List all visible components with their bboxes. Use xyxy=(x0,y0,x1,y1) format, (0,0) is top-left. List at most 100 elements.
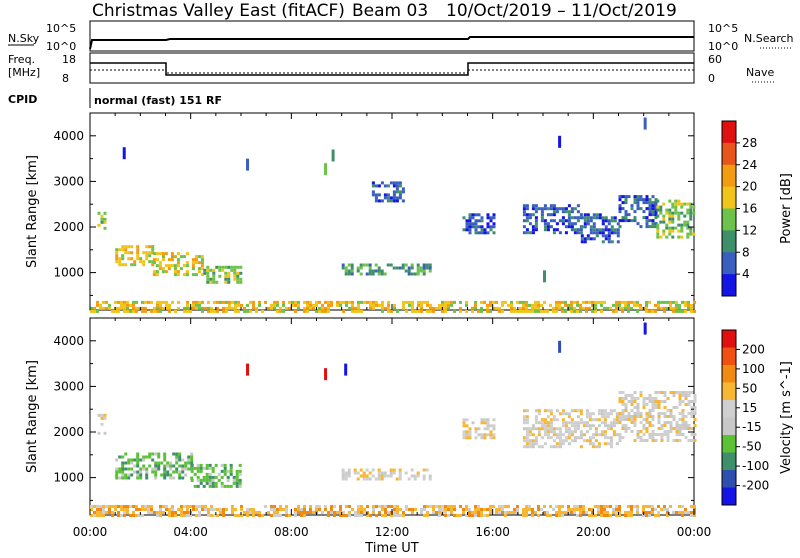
echo-cell xyxy=(155,270,159,274)
echo-cell xyxy=(549,303,552,307)
echo-cell xyxy=(227,271,231,275)
echo-cell xyxy=(579,418,583,422)
echo-cell xyxy=(615,505,618,508)
echo-cell xyxy=(525,300,528,304)
echo-cell xyxy=(362,471,366,475)
echo-cell xyxy=(693,309,696,313)
echo-cell xyxy=(621,306,624,310)
echo-cell xyxy=(416,269,420,273)
echo-cell xyxy=(633,415,637,418)
echo-cell xyxy=(558,511,561,514)
echo-cell xyxy=(567,505,570,508)
echo-cell xyxy=(671,211,675,215)
echo-cell xyxy=(561,418,565,422)
echo-cell xyxy=(365,474,369,478)
echo-cell xyxy=(583,219,587,223)
echo-cell xyxy=(552,228,556,232)
echo-cell xyxy=(570,303,573,307)
echo-cell xyxy=(422,272,426,276)
echo-cell xyxy=(531,303,534,307)
echo-cell xyxy=(303,309,306,313)
echo-cell xyxy=(480,300,483,304)
echo-cell xyxy=(96,514,99,517)
echo-cell xyxy=(130,251,134,255)
echo-cell xyxy=(342,511,345,514)
echo-cell xyxy=(154,470,158,474)
echo-cell xyxy=(155,258,159,262)
echo-cell xyxy=(522,219,526,223)
echo-cell xyxy=(684,508,687,511)
echo-cell xyxy=(395,181,399,185)
echo-cell xyxy=(99,303,102,307)
echo-cell xyxy=(654,210,658,214)
echo-cell xyxy=(657,433,661,436)
echo-cell xyxy=(389,263,393,267)
echo-cell xyxy=(312,511,315,514)
echo-marker xyxy=(558,340,562,353)
echo-cell xyxy=(236,274,240,278)
echo-cell xyxy=(576,309,579,313)
echo-cell xyxy=(199,478,203,482)
echo-cell xyxy=(471,222,475,226)
echo-cell xyxy=(246,514,249,517)
echo-cell xyxy=(654,201,658,205)
echo-cell xyxy=(161,258,165,262)
echo-cell xyxy=(660,427,664,430)
echo-cell xyxy=(573,216,577,220)
echo-cell xyxy=(501,505,504,508)
echo-cell xyxy=(159,303,162,307)
echo-cell xyxy=(672,306,675,310)
echo-cell xyxy=(294,514,297,517)
echo-cell xyxy=(627,412,631,415)
echo-cell xyxy=(330,300,333,304)
echo-cell xyxy=(416,471,420,475)
echo-cell xyxy=(161,255,165,259)
echo-cell xyxy=(474,511,477,514)
echo-cell xyxy=(609,427,613,431)
echo-cell xyxy=(360,508,363,511)
echo-cell xyxy=(687,412,691,415)
echo-cell xyxy=(669,427,673,430)
echo-cell xyxy=(561,424,565,428)
echo-cell xyxy=(165,300,168,304)
echo-cell xyxy=(363,508,366,511)
echo-cell xyxy=(380,181,384,185)
echo-cell xyxy=(534,228,538,232)
echo-cell xyxy=(324,300,327,304)
echo-cell xyxy=(586,213,590,217)
echo-cell xyxy=(668,199,672,203)
echo-cell xyxy=(422,269,426,273)
echo-cell xyxy=(228,306,231,310)
echo-cell xyxy=(392,471,396,475)
echo-cell xyxy=(162,505,165,508)
echo-cell xyxy=(357,514,360,517)
echo-cell xyxy=(630,415,634,418)
echo-cell xyxy=(690,412,694,415)
echo-cell xyxy=(206,268,210,272)
echo-cell xyxy=(402,306,405,310)
echo-cell xyxy=(636,409,640,412)
echo-cell xyxy=(534,442,538,446)
echo-cell xyxy=(205,478,209,482)
echo-cell xyxy=(594,430,598,434)
echo-cell xyxy=(552,219,556,223)
echo-cell xyxy=(369,300,372,304)
echo-cell xyxy=(504,514,507,517)
echo-cell xyxy=(662,229,666,233)
echo-cell xyxy=(651,309,654,313)
echo-cell xyxy=(624,306,627,310)
echo-cell xyxy=(182,264,186,268)
echo-cell xyxy=(645,195,649,199)
echo-cell xyxy=(159,505,162,508)
echo-cell xyxy=(618,436,622,439)
echo-cell xyxy=(96,300,99,304)
echo-cell xyxy=(477,505,480,508)
echo-cell xyxy=(528,216,532,220)
echo-cell xyxy=(127,461,131,465)
echo-cell xyxy=(405,508,408,511)
echo-cell xyxy=(546,309,549,313)
echo-cell xyxy=(195,300,198,304)
echo-cell xyxy=(239,277,243,281)
echo-cell xyxy=(344,471,348,475)
echo-cell xyxy=(126,511,129,514)
